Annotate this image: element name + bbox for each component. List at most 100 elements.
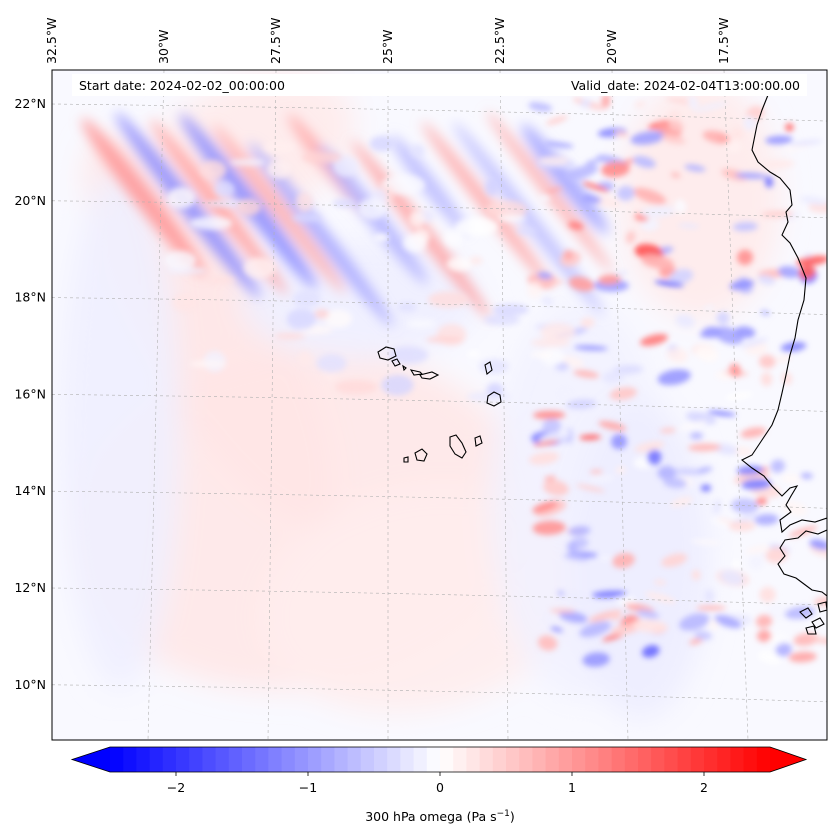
- field-cell: [675, 314, 695, 328]
- colorbar-segment: [215, 747, 230, 772]
- field-cell: [568, 276, 595, 292]
- field-cell: [243, 257, 277, 279]
- field-cell: [636, 609, 660, 619]
- colorbar-segment: [426, 747, 441, 772]
- field-cell: [333, 156, 359, 177]
- field-cell: [549, 608, 576, 613]
- colorbar-segment: [189, 747, 203, 772]
- maio-island: [474, 435, 483, 447]
- field-cell: [714, 614, 742, 629]
- sao-nicolau-island: [409, 369, 440, 380]
- colorbar-segment: [624, 747, 639, 772]
- colorbar-segment: [136, 747, 151, 772]
- field-cell: [755, 497, 768, 505]
- colorbar-tick-label: 0: [436, 780, 444, 795]
- field-blob: [60, 170, 180, 690]
- field-cell: [563, 249, 574, 261]
- field-cell: [469, 256, 483, 265]
- field-cell: [598, 555, 612, 561]
- field-cell: [558, 388, 573, 400]
- colorbar-segment: [400, 747, 415, 772]
- lat-tick-label: 14°N: [14, 483, 46, 498]
- field-stripe: [421, 121, 551, 287]
- meridian-line: [723, 70, 749, 740]
- field-cell: [762, 159, 795, 169]
- parallel-line: [52, 200, 827, 219]
- header-box: [72, 74, 807, 96]
- map-border: [51, 69, 828, 741]
- field-cell: [725, 391, 753, 401]
- field-cell: [585, 158, 603, 165]
- field-cell: [610, 610, 621, 621]
- field-cell: [640, 218, 660, 231]
- colorbar-ticks: −2 −1 0 1 2: [167, 772, 708, 795]
- field-cell: [739, 337, 768, 348]
- field-cell: [559, 611, 588, 623]
- field-cell: [760, 310, 770, 316]
- field-cell: [699, 329, 721, 338]
- lon-tick-label: 22.5°W: [492, 18, 507, 64]
- lon-tick-label: 20°W: [604, 29, 619, 64]
- field-cell: [755, 614, 773, 628]
- colorbar-tick-label: −1: [299, 780, 317, 795]
- field-cell: [781, 474, 802, 484]
- meridian-line: [267, 70, 277, 740]
- field-cell: [756, 630, 772, 642]
- field-cell: [712, 499, 722, 514]
- parallel-line: [52, 684, 827, 703]
- field-cell: [601, 161, 630, 178]
- field-cell: [601, 93, 611, 109]
- field-cell: [573, 345, 608, 351]
- lat-tick-label: 22°N: [14, 96, 46, 111]
- field-cell: [615, 466, 626, 474]
- field-cell: [528, 451, 560, 465]
- field-cell: [716, 311, 730, 325]
- field-cell: [708, 619, 720, 630]
- colorbar-segment: [374, 747, 388, 772]
- field-cell: [695, 345, 719, 363]
- parallel-line: [52, 297, 827, 315]
- field-cell: [634, 441, 665, 453]
- colorbar-segment: [756, 747, 771, 772]
- field-cell: [784, 606, 816, 620]
- fogo-island: [414, 448, 428, 462]
- colorbar-segment: [743, 747, 758, 772]
- field-cell: [573, 369, 600, 379]
- field-cell: [616, 185, 635, 201]
- field-cell: [704, 589, 715, 603]
- field-cell: [301, 151, 342, 164]
- field-cell: [189, 216, 233, 230]
- colorbar-segment: [638, 747, 652, 772]
- field-cell: [236, 198, 261, 216]
- field-cell: [729, 279, 755, 291]
- santa-luzia-island: [402, 364, 407, 372]
- sao-vicente-island: [391, 358, 401, 367]
- colorbar-segment: [281, 747, 296, 772]
- field-cell: [373, 233, 390, 242]
- field-stripe: [81, 118, 206, 276]
- field-cell: [632, 619, 668, 633]
- field-cell: [728, 521, 756, 532]
- field-stripe: [390, 135, 468, 234]
- field-cell: [576, 484, 605, 493]
- colorbar-title-main: 300 hPa omega (Pa s: [365, 809, 496, 824]
- field-cell: [263, 140, 296, 154]
- field-cell: [770, 459, 785, 473]
- field-cell: [443, 229, 464, 247]
- field-cell: [274, 333, 306, 340]
- field-cell: [748, 554, 764, 570]
- field-cell: [657, 465, 676, 480]
- field-cell: [757, 274, 776, 285]
- field-cell: [732, 559, 741, 568]
- field-cell: [609, 387, 637, 401]
- parallel-line: [52, 394, 827, 412]
- field-cell: [732, 514, 760, 523]
- field-cell: [297, 350, 313, 368]
- field-cell: [295, 192, 313, 213]
- colorbar-segment: [651, 747, 665, 772]
- field-cell: [707, 410, 736, 417]
- field-cell: [533, 440, 559, 447]
- field-cell: [516, 227, 537, 235]
- field-cell: [409, 210, 425, 228]
- field-cell: [775, 354, 793, 363]
